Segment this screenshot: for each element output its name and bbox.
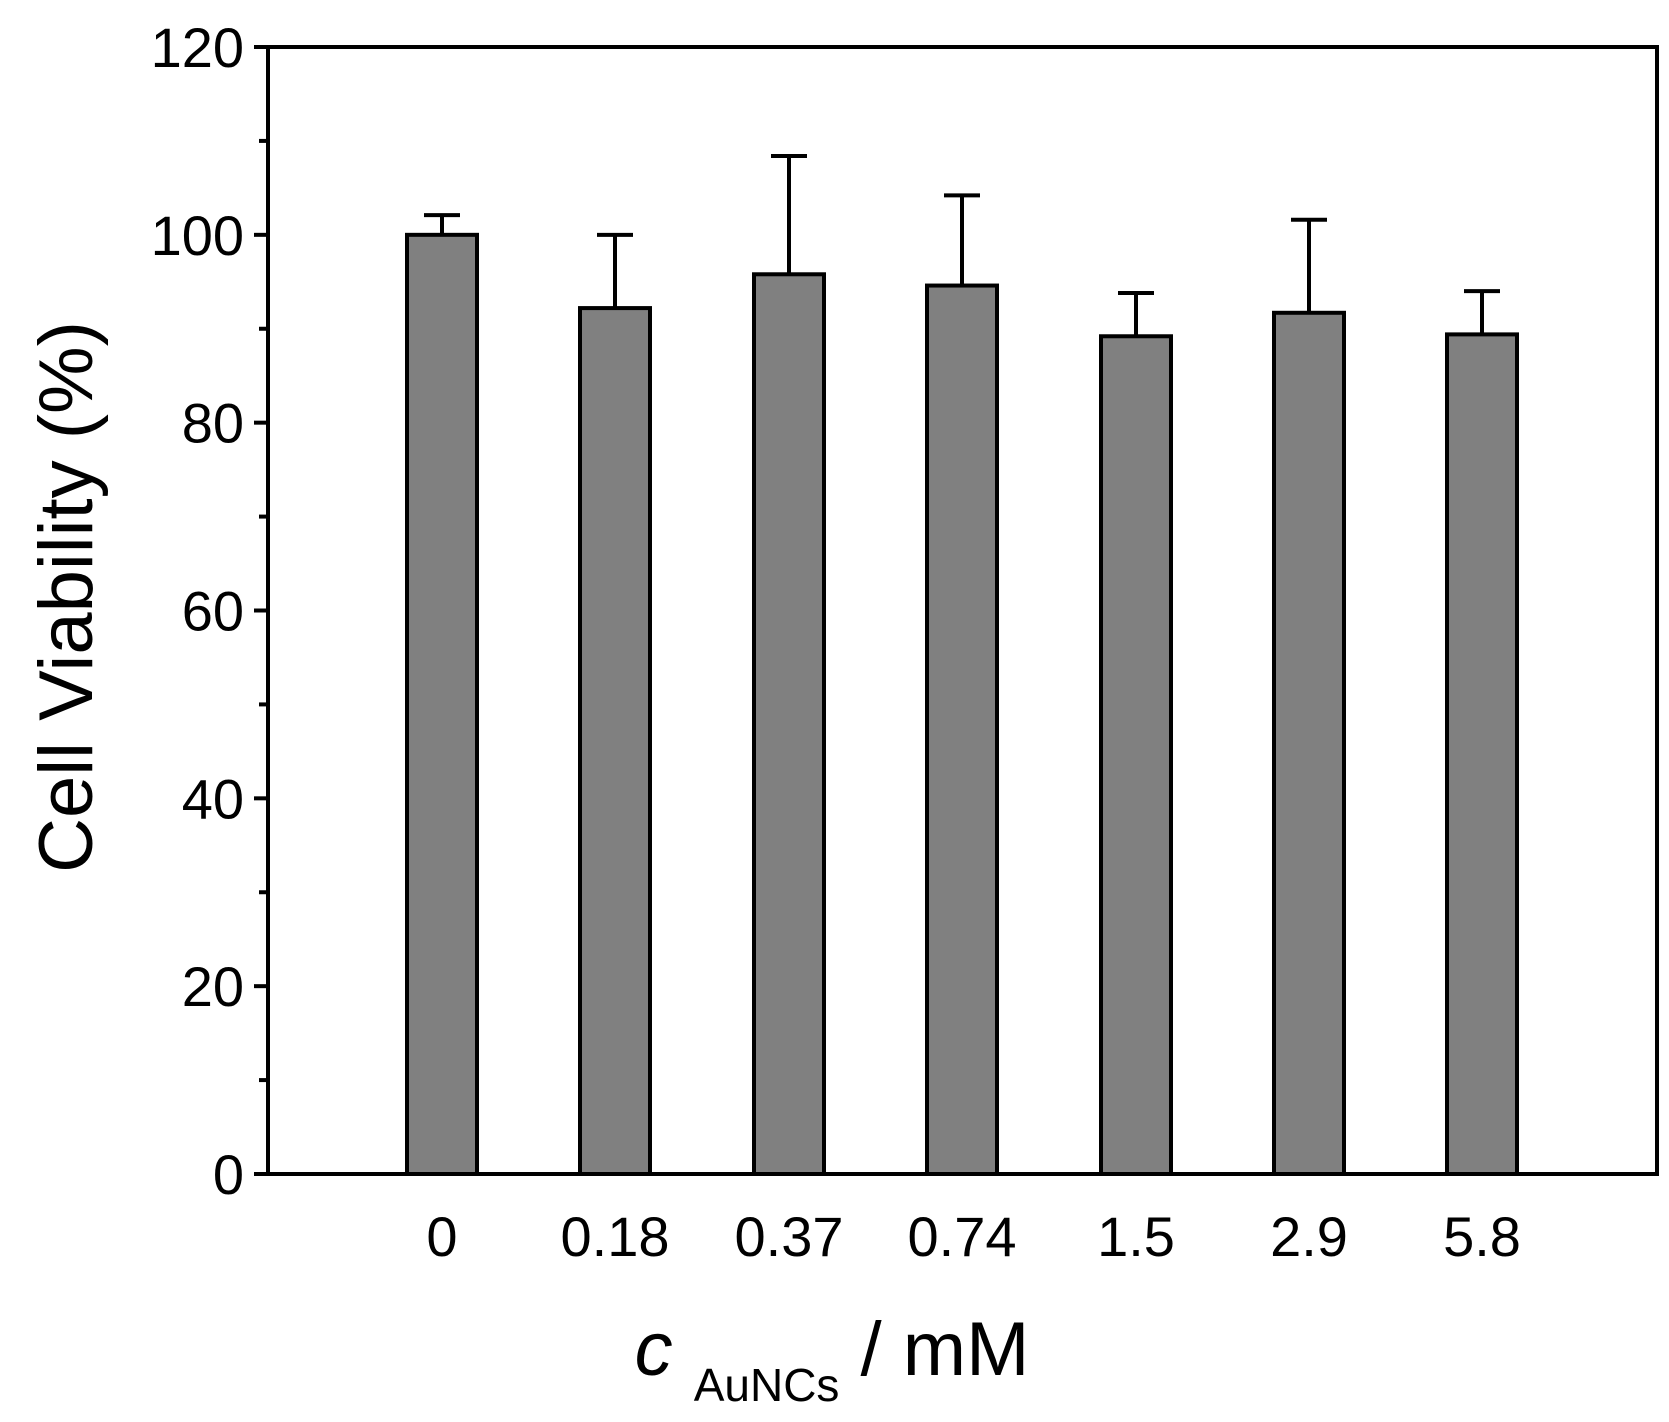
y-tick-label: 120 xyxy=(151,16,244,79)
y-tick-label: 0 xyxy=(213,1143,244,1206)
y-tick-label: 80 xyxy=(182,392,244,455)
x-tick-label: 2.9 xyxy=(1270,1205,1348,1268)
bar-0 xyxy=(405,232,479,1177)
y-tick-label: 20 xyxy=(182,955,244,1018)
bars-layer xyxy=(405,232,1519,1177)
x-axis-symbol: c xyxy=(635,1307,673,1392)
bar-1.5 xyxy=(1099,334,1173,1177)
y-tick-label: 40 xyxy=(182,767,244,830)
bar-0.18 xyxy=(578,306,652,1177)
bar-0.37 xyxy=(752,272,826,1176)
bar-2.9 xyxy=(1272,310,1346,1176)
x-tick-label: 5.8 xyxy=(1443,1205,1521,1268)
bar-5.8 xyxy=(1445,332,1519,1176)
y-tick-label: 100 xyxy=(151,204,244,267)
bar-0.74 xyxy=(925,283,999,1176)
x-tick-label: 0.74 xyxy=(908,1205,1017,1268)
error-bars-layer xyxy=(424,153,1500,337)
x-axis-subscript: AuNCs xyxy=(694,1359,840,1411)
x-axis-ticks: 0 0.18 0.37 0.74 1.5 2.9 5.8 xyxy=(426,1205,1521,1268)
x-tick-label: 0.18 xyxy=(561,1205,670,1268)
x-tick-label: 0.37 xyxy=(735,1205,844,1268)
x-tick-label: 1.5 xyxy=(1097,1205,1175,1268)
x-axis-title: c AuNCs / mM xyxy=(635,1307,1030,1418)
x-axis-unit: / mM xyxy=(861,1307,1030,1392)
y-tick-label: 60 xyxy=(182,580,244,643)
y-axis-title: Cell Viability (%) xyxy=(24,321,109,873)
x-tick-label: 0 xyxy=(426,1205,457,1268)
y-axis-ticks: 0 20 40 60 80 100 120 xyxy=(151,16,268,1206)
